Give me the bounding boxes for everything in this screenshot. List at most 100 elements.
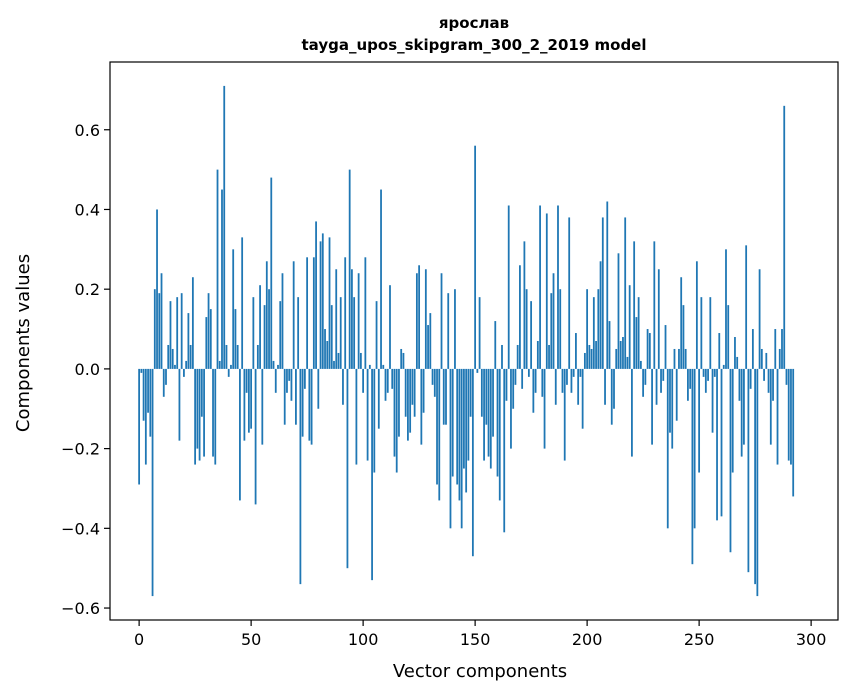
bar-component-72 [299, 368, 302, 585]
bar-component-47 [243, 368, 246, 441]
bar-component-51 [252, 297, 255, 369]
bar-component-62 [277, 364, 279, 369]
bar-component-132 [433, 368, 436, 397]
bar-component-201 [588, 344, 591, 369]
bar-component-105 [373, 368, 376, 473]
bar-component-29 [203, 368, 205, 457]
bar-component-190 [563, 368, 566, 461]
bar-component-23 [189, 344, 192, 369]
bar-component-211 [610, 368, 613, 425]
bar-component-284 [774, 329, 777, 369]
bar-component-136 [442, 368, 445, 425]
bar-component-157 [489, 368, 492, 469]
bar-component-71 [297, 297, 300, 369]
bar-component-154 [483, 368, 485, 461]
bar-component-20 [183, 368, 185, 377]
x-tick-label: 200 [572, 630, 603, 649]
bar-component-19 [180, 293, 183, 369]
bar-component-226 [644, 368, 647, 385]
bar-component-161 [498, 368, 501, 501]
y-tick-label: −0.6 [61, 599, 100, 618]
bar-component-147 [467, 368, 470, 461]
bar-component-229 [651, 368, 653, 445]
bar-component-197 [579, 368, 582, 377]
bar-component-103 [368, 364, 371, 369]
bar-component-252 [702, 368, 705, 377]
bar-component-204 [595, 341, 597, 369]
bar-component-256 [711, 368, 714, 433]
x-axis-label: Vector components [393, 661, 567, 682]
bar-component-219 [628, 285, 631, 369]
bar-component-273 [749, 368, 752, 389]
bar-component-96 [353, 297, 356, 369]
bar-component-93 [346, 368, 349, 569]
bar-component-187 [557, 205, 559, 369]
bar-component-270 [743, 368, 745, 445]
bar-component-253 [704, 368, 707, 393]
bar-component-140 [451, 368, 454, 477]
bar-component-285 [776, 368, 779, 465]
bar-component-53 [256, 344, 259, 369]
bar-component-278 [760, 348, 763, 369]
bar-component-49 [247, 368, 250, 433]
bar-component-82 [321, 233, 324, 369]
bar-component-79 [315, 221, 317, 369]
bar-component-234 [662, 368, 665, 381]
bar-component-250 [698, 368, 701, 473]
bar-component-3 [144, 368, 147, 465]
chart-title: ярослав [439, 14, 509, 32]
bar-component-89 [337, 352, 340, 369]
bar-component-224 [639, 360, 642, 369]
bar-component-163 [503, 368, 506, 533]
bar-component-139 [449, 368, 452, 529]
bar-component-104 [371, 368, 373, 581]
y-axis-ticks: −0.6 −0.4 −0.2 0.0 0.2 0.4 0.6 [61, 121, 110, 618]
bar-component-46 [241, 237, 244, 369]
bar-component-150 [474, 145, 477, 369]
bar-component-110 [384, 368, 387, 401]
bar-component-209 [606, 201, 609, 369]
bar-component-81 [319, 241, 322, 369]
bar-component-41 [230, 364, 232, 369]
bar-component-153 [480, 368, 483, 417]
bar-component-203 [592, 297, 595, 369]
bar-component-239 [673, 348, 676, 369]
bar-component-242 [680, 277, 683, 369]
bar-component-12 [165, 368, 167, 385]
bar-component-16 [174, 364, 176, 369]
bar-component-74 [303, 368, 306, 389]
bar-component-77 [310, 368, 313, 445]
bar-component-222 [635, 317, 638, 369]
bar-component-171 [521, 368, 524, 389]
bar-component-5 [149, 368, 152, 437]
bar-component-208 [604, 368, 606, 405]
bar-component-166 [510, 368, 512, 449]
bar-component-248 [693, 368, 696, 529]
bar-component-45 [239, 368, 241, 501]
bar-component-280 [765, 352, 768, 369]
bar-component-185 [552, 273, 555, 369]
bar-component-177 [534, 368, 537, 393]
bar-component-109 [382, 364, 385, 369]
bar-component-112 [389, 285, 391, 369]
bar-component-142 [456, 368, 459, 485]
bar-component-141 [454, 289, 456, 369]
bar-component-277 [758, 269, 761, 369]
bar-component-42 [232, 249, 235, 369]
bar-component-133 [436, 368, 438, 485]
bar-component-236 [666, 368, 669, 529]
bar-component-28 [200, 368, 203, 417]
bar-component-167 [512, 368, 515, 409]
bar-component-85 [328, 237, 331, 369]
bar-component-61 [274, 368, 277, 393]
bar-component-52 [254, 368, 257, 505]
bar-component-243 [682, 305, 685, 369]
bar-component-261 [722, 364, 725, 369]
y-tick-label: 0.4 [75, 200, 100, 219]
bar-component-279 [763, 368, 765, 381]
bar-component-200 [586, 289, 589, 369]
bar-component-263 [727, 305, 730, 369]
bar-component-230 [653, 241, 656, 369]
bar-component-213 [615, 348, 618, 369]
bar-component-107 [377, 368, 380, 429]
